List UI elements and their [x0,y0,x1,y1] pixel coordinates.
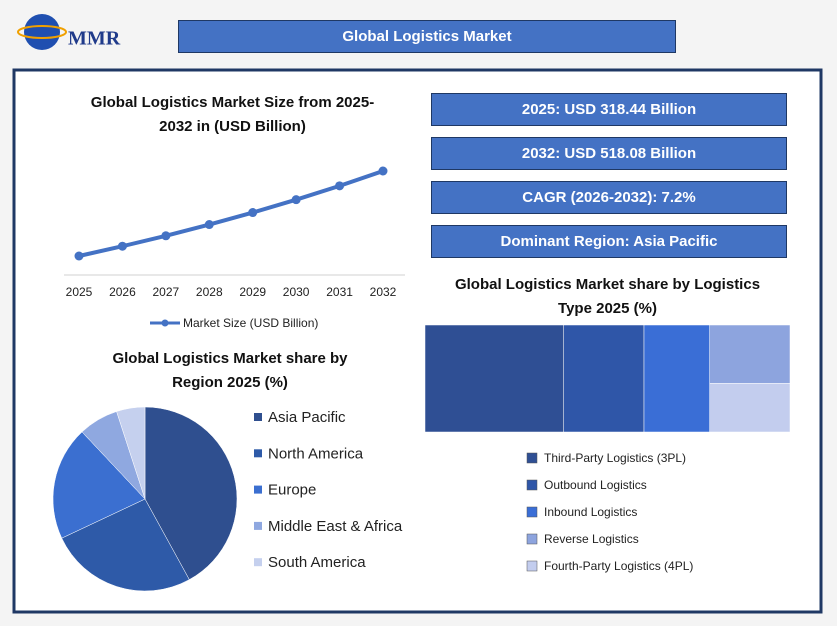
x-tick-label: 2029 [239,285,266,299]
logo-text: MMR [68,28,121,50]
point [291,195,301,205]
legend-label: Market Size (USD Billion) [183,316,318,330]
legend-label: Outbound Logistics [544,478,647,492]
stat-box: 2025: USD 318.44 Billion [431,93,787,126]
x-tick-label: 2031 [326,285,353,299]
legend-marker [161,319,169,327]
treemap-cell [424,324,564,433]
legend-swatch [526,533,538,545]
legend-label: South America [268,554,366,571]
treemap-cell [643,324,710,433]
legend-label: Asia Pacific [268,409,346,426]
stat-box: CAGR (2026-2032): 7.2% [431,181,787,214]
x-tick-label: 2026 [109,285,136,299]
treemap-cell [709,324,791,384]
stat-box: 2032: USD 518.08 Billion [431,137,787,170]
point [161,231,171,241]
stat-box: Dominant Region: Asia Pacific [431,225,787,258]
pie-slice [144,406,238,580]
legend-label: North America [268,445,364,462]
legend-swatch [254,449,262,458]
legend-label: Inbound Logistics [544,505,637,519]
x-tick-label: 2030 [283,285,310,299]
legend-swatch [526,452,538,464]
point [74,251,84,261]
legend-label: Third-Party Logistics (3PL) [544,451,686,465]
point [378,166,388,176]
point [335,181,345,191]
legend-label: Europe [268,482,316,499]
chart-title: Global Logistics Market share by Region … [112,350,348,391]
legend-label: Fourth-Party Logistics (4PL) [544,559,693,573]
treemap-cell [563,324,645,433]
logo-globe [24,14,60,50]
chart-title: Global Logistics Market share by Logisti… [454,276,761,317]
page-title: Global Logistics Market [178,20,676,53]
x-tick-label: 2025 [66,285,93,299]
line [78,169,384,258]
chart-title: Global Logistics Market Size from 2025-2… [90,94,375,135]
legend-label: Middle East & Africa [268,518,403,535]
point [248,208,258,218]
x-tick-label: 2027 [153,285,180,299]
legend-swatch [526,479,538,491]
legend-label: Reverse Logistics [544,532,639,546]
pie-slice [61,498,190,592]
point [117,241,127,251]
legend-swatch [254,521,262,530]
legend-swatch [526,560,538,572]
x-tick-label: 2028 [196,285,223,299]
x-tick-label: 2032 [370,285,397,299]
point [204,220,214,230]
legend-swatch [254,485,262,494]
legend-swatch [254,558,262,567]
legend-swatch [526,506,538,518]
pie-slice [116,406,146,500]
pie-slice [52,431,146,539]
treemap-cell [709,383,791,433]
logo-orbit [17,25,67,39]
legend-swatch [254,413,262,421]
